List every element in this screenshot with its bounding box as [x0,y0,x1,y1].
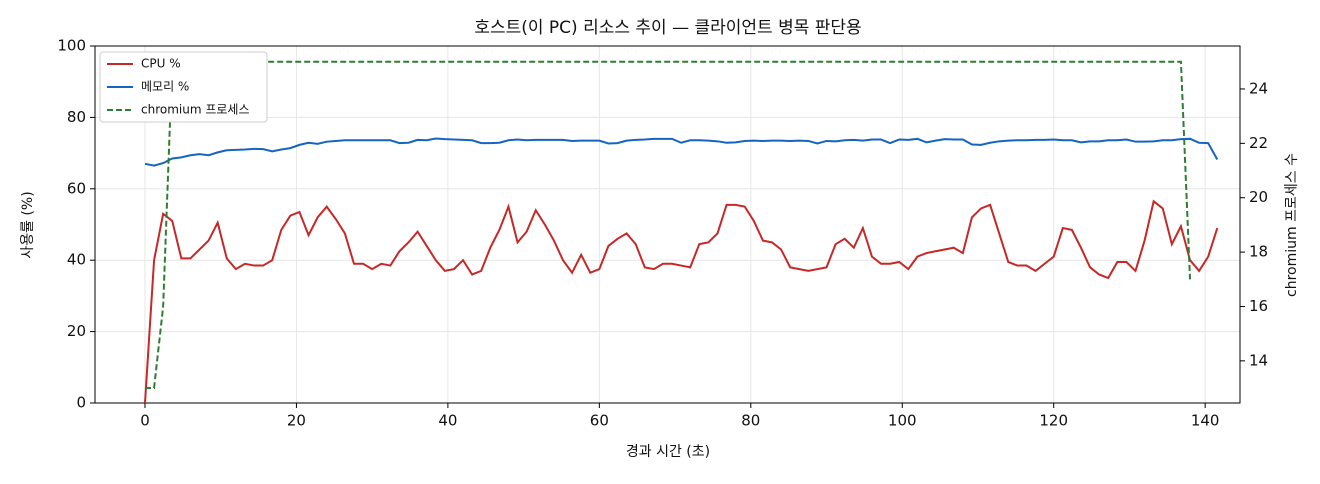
x-tick-label: 140 [1191,412,1220,430]
legend-box [99,51,268,123]
y2-tick-label: 14 [1249,351,1268,369]
data-line [143,199,1219,404]
legend-label: 메모리 % [141,80,189,94]
x-tick-label: 80 [741,412,760,430]
data-line [144,60,1192,390]
y-axis-label: 사용률 (%) [20,191,36,258]
data-line [144,137,1219,167]
y2-tick-label: 16 [1249,297,1268,315]
x-tick-label: 60 [590,412,609,430]
x-tick-label: 0 [140,412,150,430]
legend: CPU % 메모리 % chromium 프로세스 [99,51,268,123]
y2-tick-label: 20 [1249,188,1268,206]
y-tick-label: 40 [67,251,86,269]
y2-tick-label: 22 [1249,134,1268,152]
y2-axis-label: chromium 프로세스 수 [1284,153,1300,297]
legend-label: chromium 프로세스 [141,103,250,117]
y2-tick-label: 18 [1249,243,1268,261]
y-tick-label: 100 [57,37,86,55]
y-tick-label: 60 [67,179,86,197]
x-tick-label: 120 [1039,412,1068,430]
y2-tick-label: 24 [1249,79,1268,97]
y-tick-label: 80 [67,108,86,126]
x-tick-label: 40 [438,412,457,430]
legend-label: CPU % [141,57,181,71]
x-axis-label: 경과 시간 (초) [626,444,710,460]
x-tick-label: 100 [888,412,917,430]
x-tick-label: 20 [287,412,306,430]
plot-frame [94,45,1241,404]
y-tick-label: 0 [76,394,86,412]
chart-title: 호스트(이 PC) 리소스 추이 — 클라이언트 병목 판단용 [474,18,861,38]
y-tick-label: 20 [67,322,86,340]
